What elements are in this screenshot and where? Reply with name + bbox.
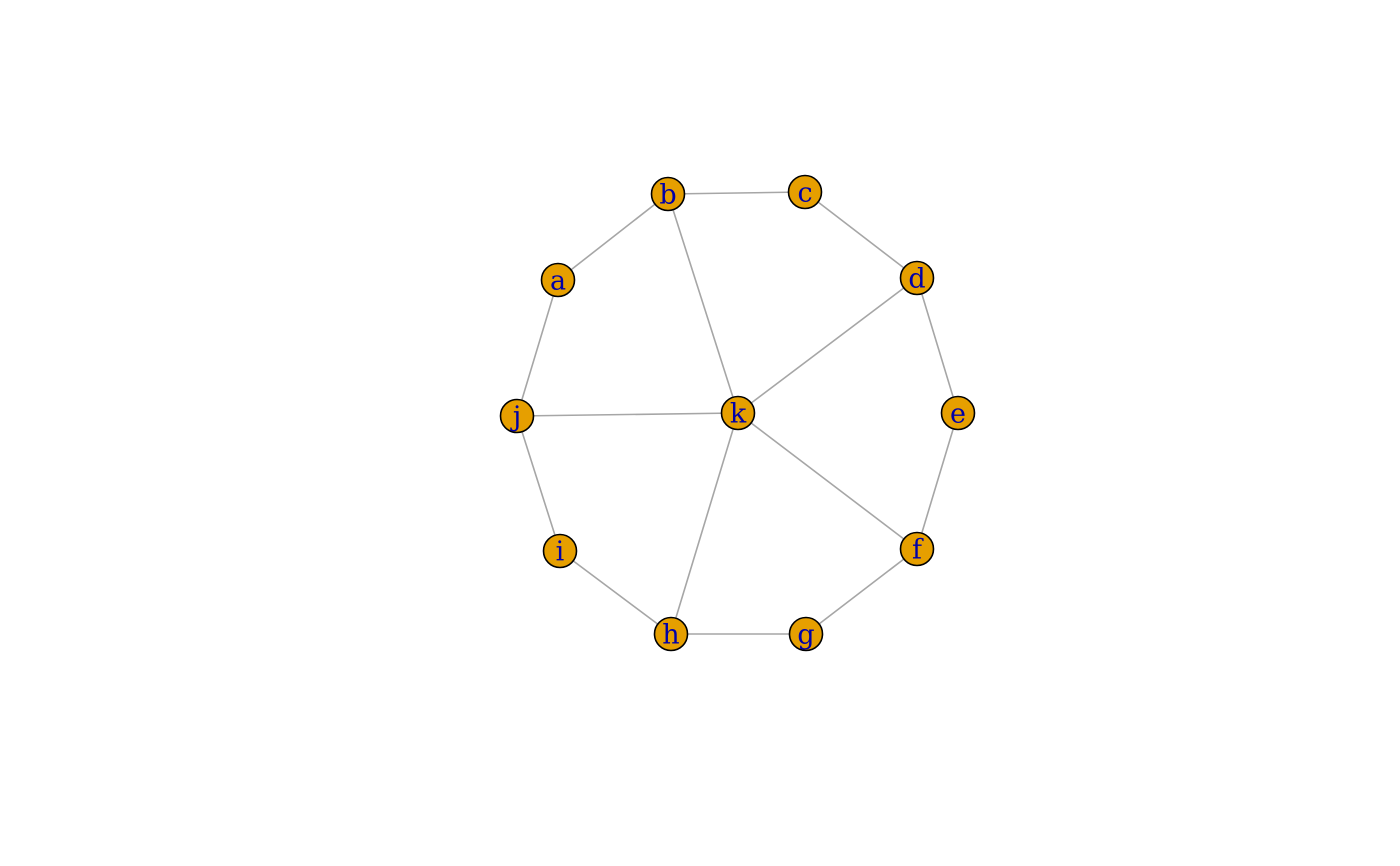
node-circle xyxy=(650,176,686,212)
node-label: g xyxy=(797,620,814,651)
edge-j-a xyxy=(516,279,559,417)
node-circle xyxy=(788,616,824,652)
node-a: a xyxy=(540,262,576,298)
node-circle xyxy=(899,531,935,567)
edge-i-j xyxy=(516,415,561,552)
node-label: k xyxy=(730,399,747,430)
node-b: b xyxy=(650,176,686,212)
edge-k-h xyxy=(670,412,739,635)
node-label: d xyxy=(908,264,925,295)
node-circle xyxy=(540,262,576,298)
node-circle xyxy=(940,395,976,431)
node-circle xyxy=(720,395,756,431)
nodes: a b c d e f g h i j k xyxy=(499,174,976,652)
node-circle xyxy=(499,398,535,434)
node-j: j xyxy=(499,398,535,434)
edges xyxy=(516,191,959,635)
node-label: i xyxy=(556,537,565,568)
edge-k-d xyxy=(737,277,918,414)
node-circle xyxy=(653,616,689,652)
node-h: h xyxy=(653,616,689,652)
edge-k-f xyxy=(737,412,918,550)
edge-k-b xyxy=(667,193,739,414)
edge-c-d xyxy=(804,191,918,279)
node-d: d xyxy=(899,260,935,296)
node-label: h xyxy=(662,620,679,651)
edge-e-f xyxy=(916,412,959,550)
node-label: e xyxy=(950,399,966,430)
node-label: a xyxy=(550,266,566,297)
node-circle xyxy=(542,533,578,569)
node-e: e xyxy=(940,395,976,431)
edge-d-e xyxy=(916,277,959,414)
node-f: f xyxy=(899,531,935,567)
edge-a-b xyxy=(557,193,669,281)
edge-b-c xyxy=(667,191,806,195)
node-label: b xyxy=(659,180,676,211)
node-k: k xyxy=(720,395,756,431)
edge-k-j xyxy=(516,412,739,417)
node-c: c xyxy=(787,174,823,210)
node-label: j xyxy=(510,402,521,433)
edge-h-i xyxy=(559,550,672,635)
node-g: g xyxy=(788,616,824,652)
edge-f-g xyxy=(805,548,918,635)
node-circle xyxy=(787,174,823,210)
node-label: f xyxy=(912,535,924,566)
node-circle xyxy=(899,260,935,296)
node-i: i xyxy=(542,533,578,569)
node-label: c xyxy=(797,178,812,209)
